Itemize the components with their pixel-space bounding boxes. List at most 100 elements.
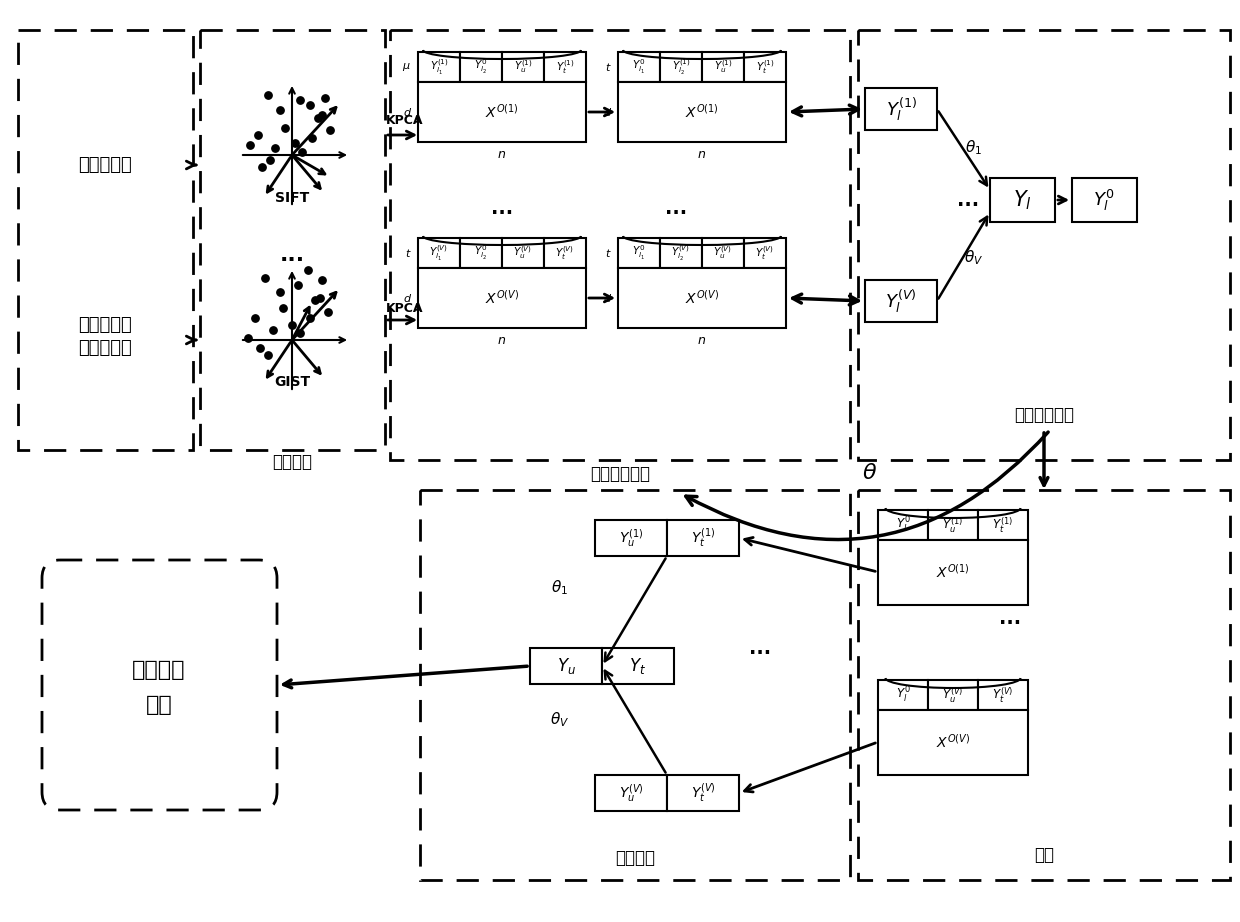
Text: $n$: $n$ xyxy=(497,148,506,160)
Bar xyxy=(391,30,849,460)
Point xyxy=(260,153,280,168)
Bar xyxy=(418,82,587,142)
Text: $Y_{l_2}^{(1)}$: $Y_{l_2}^{(1)}$ xyxy=(672,57,691,77)
Text: KPCA: KPCA xyxy=(386,301,424,314)
Text: 带标签数据: 带标签数据 xyxy=(78,156,131,174)
Point xyxy=(270,285,290,300)
Point xyxy=(246,311,265,325)
Text: $Y_l^{(V)}$: $Y_l^{(V)}$ xyxy=(885,287,916,314)
Text: $Y_t^{(V)}$: $Y_t^{(V)}$ xyxy=(691,782,715,804)
Text: $Y_{l_2}^{(V)}$: $Y_{l_2}^{(V)}$ xyxy=(671,243,691,263)
Point xyxy=(308,111,327,125)
Bar xyxy=(667,775,739,811)
Point xyxy=(258,348,278,362)
Point xyxy=(293,145,312,160)
Bar xyxy=(878,510,928,540)
Text: $Y_{u}^{(V)}$: $Y_{u}^{(V)}$ xyxy=(513,244,532,262)
Bar xyxy=(660,52,702,82)
Text: $n$: $n$ xyxy=(497,334,506,347)
Text: SIFT: SIFT xyxy=(275,191,309,205)
Text: $Y_{l_2}^{0}$: $Y_{l_2}^{0}$ xyxy=(475,244,487,262)
Point xyxy=(241,137,260,152)
Point xyxy=(290,325,310,340)
Text: $\theta_1$: $\theta_1$ xyxy=(552,579,568,597)
Point xyxy=(315,90,335,105)
Text: 无标签数据: 无标签数据 xyxy=(78,316,131,334)
Point xyxy=(258,88,278,102)
Bar xyxy=(858,30,1230,460)
Point xyxy=(273,301,293,315)
Text: 分类: 分类 xyxy=(145,695,172,715)
Text: 优化组合系数: 优化组合系数 xyxy=(1014,406,1074,424)
Text: $Y_t$: $Y_t$ xyxy=(630,656,646,676)
Text: $Y_{u}^{(V)}$: $Y_{u}^{(V)}$ xyxy=(713,244,733,262)
Bar xyxy=(420,490,849,880)
Bar xyxy=(1073,178,1137,222)
Point xyxy=(250,340,270,355)
Text: $Y_{u}^{(1)}$: $Y_{u}^{(1)}$ xyxy=(513,59,532,76)
Bar xyxy=(866,88,937,130)
Point xyxy=(319,304,339,319)
Bar xyxy=(858,490,1230,880)
Bar xyxy=(595,520,667,556)
Text: $Y_u^{(1)}$: $Y_u^{(1)}$ xyxy=(942,515,963,535)
Point xyxy=(275,121,295,136)
Bar xyxy=(618,82,786,142)
Text: 预测: 预测 xyxy=(1034,846,1054,864)
Point xyxy=(288,278,308,292)
Text: ...: ... xyxy=(279,245,305,265)
Text: $d$: $d$ xyxy=(604,292,613,304)
Text: $\theta_V$: $\theta_V$ xyxy=(551,711,569,729)
Bar xyxy=(418,238,460,268)
Point xyxy=(285,136,305,150)
Text: ...: ... xyxy=(749,639,771,657)
Text: $Y_{l_1}^{(1)}$: $Y_{l_1}^{(1)}$ xyxy=(429,57,449,77)
Text: $Y_l^{0}$: $Y_l^{0}$ xyxy=(895,685,910,705)
Point xyxy=(270,102,290,117)
Text: KPCA: KPCA xyxy=(386,113,424,126)
Text: $n$: $n$ xyxy=(697,334,707,347)
Text: ...: ... xyxy=(957,191,980,209)
Text: $\theta$: $\theta$ xyxy=(862,463,878,483)
Text: $d$: $d$ xyxy=(403,292,413,304)
Text: $Y_u^{(V)}$: $Y_u^{(V)}$ xyxy=(942,685,963,704)
Bar xyxy=(460,52,502,82)
Text: $\theta_1$: $\theta_1$ xyxy=(966,138,982,158)
Text: $Y_{t}^{(V)}$: $Y_{t}^{(V)}$ xyxy=(755,244,775,262)
Point xyxy=(312,273,332,288)
Point xyxy=(310,290,330,305)
Text: $n$: $n$ xyxy=(697,148,707,160)
Text: 自然图像: 自然图像 xyxy=(133,660,186,680)
Bar xyxy=(744,238,786,268)
Text: $Y_t^{(V)}$: $Y_t^{(V)}$ xyxy=(992,685,1013,704)
Point xyxy=(312,108,332,123)
Point xyxy=(252,160,272,174)
Text: $X^{O(V)}$: $X^{O(V)}$ xyxy=(684,290,719,307)
Text: $Y_{l_1}^{0}$: $Y_{l_1}^{0}$ xyxy=(632,244,646,262)
Text: $X^{O(1)}$: $X^{O(1)}$ xyxy=(936,563,970,581)
Text: $X^{O(V)}$: $X^{O(V)}$ xyxy=(485,290,520,307)
Text: ...: ... xyxy=(491,198,513,218)
Text: $Y_{u}^{(1)}$: $Y_{u}^{(1)}$ xyxy=(714,59,733,76)
Bar xyxy=(618,52,660,82)
Text: 和测试数据: 和测试数据 xyxy=(78,339,131,357)
Bar xyxy=(667,520,739,556)
Point xyxy=(298,263,317,278)
Bar xyxy=(702,238,744,268)
Bar xyxy=(878,710,1028,775)
Text: $Y_{t}^{(1)}$: $Y_{t}^{(1)}$ xyxy=(556,58,574,76)
Text: $X^{O(V)}$: $X^{O(V)}$ xyxy=(936,733,970,751)
Point xyxy=(248,127,268,142)
Text: $d$: $d$ xyxy=(403,106,413,118)
Text: $Y_{l_1}^{(V)}$: $Y_{l_1}^{(V)}$ xyxy=(429,243,449,263)
Point xyxy=(290,92,310,107)
Point xyxy=(281,317,301,332)
Bar xyxy=(928,510,978,540)
Point xyxy=(320,123,340,137)
Text: ...: ... xyxy=(999,609,1021,628)
Bar xyxy=(878,540,1028,605)
Text: $Y_l^{(1)}$: $Y_l^{(1)}$ xyxy=(885,95,916,123)
Text: $Y_u$: $Y_u$ xyxy=(557,656,575,676)
FancyArrowPatch shape xyxy=(686,432,1048,539)
Bar xyxy=(978,680,1028,710)
